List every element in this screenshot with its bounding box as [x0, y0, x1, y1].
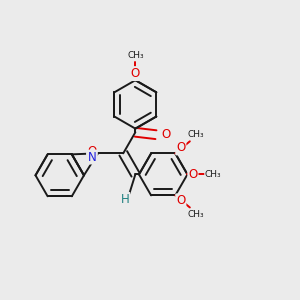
- Text: CH₃: CH₃: [187, 210, 204, 219]
- Text: O: O: [188, 168, 198, 181]
- Text: CH₃: CH₃: [187, 130, 204, 139]
- Text: CH₃: CH₃: [127, 51, 144, 60]
- Text: O: O: [131, 67, 140, 80]
- Text: N: N: [88, 151, 97, 164]
- Text: O: O: [176, 141, 185, 154]
- Text: O: O: [176, 194, 185, 207]
- Text: O: O: [87, 145, 96, 158]
- Text: O: O: [161, 128, 170, 141]
- Text: H: H: [121, 193, 129, 206]
- Text: CH₃: CH₃: [205, 170, 222, 179]
